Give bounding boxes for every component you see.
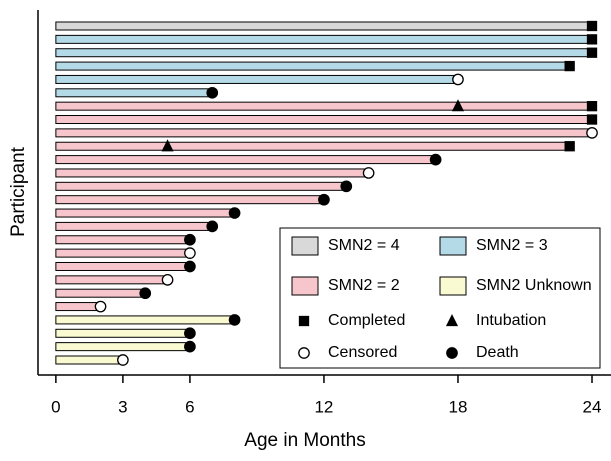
outcome-marker: [586, 127, 598, 139]
outcome-marker: [340, 180, 353, 193]
bar: [55, 74, 459, 84]
bar: [55, 115, 593, 125]
legend-label: Censored: [328, 344, 397, 361]
outcome-marker: [586, 114, 598, 125]
legend-label: Intubation: [476, 312, 546, 329]
outcome-marker: [139, 287, 152, 300]
bar: [55, 61, 571, 71]
outcome-marker: [228, 207, 241, 219]
legend-label: Death: [476, 344, 519, 361]
bar: [55, 342, 191, 352]
legend-label: SMN2 = 2: [328, 277, 400, 294]
bar: [55, 248, 191, 258]
x-tick-label: 6: [185, 397, 194, 416]
bar: [55, 328, 191, 338]
bar: [55, 221, 213, 231]
bar: [55, 48, 593, 58]
bar: [55, 101, 593, 111]
bar: [55, 208, 236, 218]
intubation-marker: [451, 99, 465, 112]
bar: [55, 288, 146, 298]
legend-swatch: [291, 236, 319, 256]
legend-marker: [446, 347, 458, 359]
bar: [55, 21, 593, 31]
bar: [55, 155, 437, 165]
outcome-marker: [184, 247, 196, 259]
legend-swatch: [291, 276, 319, 296]
bar: [55, 235, 191, 245]
outcome-marker: [586, 47, 598, 58]
bar: [55, 195, 325, 205]
outcome-marker: [94, 300, 107, 313]
outcome-marker: [117, 354, 129, 366]
outcome-marker: [586, 101, 598, 112]
legend-label: SMN2 = 4: [328, 237, 400, 254]
outcome-marker: [564, 141, 575, 152]
outcome-marker: [586, 34, 598, 45]
intubation-marker: [161, 139, 174, 152]
legend-marker: [445, 314, 459, 327]
bar: [55, 88, 213, 98]
legend-marker: [298, 347, 310, 359]
bar: [55, 34, 593, 44]
x-tick-label: 3: [118, 397, 127, 416]
outcome-marker: [184, 340, 196, 353]
x-tick-label: 18: [449, 397, 468, 416]
y-axis-label: Participant: [8, 146, 29, 236]
bar: [55, 261, 191, 271]
outcome-marker: [586, 20, 598, 32]
bar: [55, 141, 571, 151]
outcome-marker: [184, 260, 196, 273]
outcome-marker: [206, 86, 219, 99]
x-tick-label: 12: [314, 397, 333, 416]
outcome-marker: [206, 220, 219, 233]
outcome-marker: [318, 193, 330, 206]
x-axis-label: Age in Months: [244, 430, 365, 451]
outcome-marker: [564, 60, 575, 72]
legend-label: SMN2 Unknown: [476, 277, 592, 294]
legend-marker: [298, 315, 310, 327]
outcome-marker: [184, 327, 196, 340]
x-tick-label: 0: [51, 397, 60, 416]
outcome-marker: [362, 167, 375, 179]
bar: [55, 275, 169, 285]
legend-label: Completed: [328, 312, 405, 329]
x-tick-label: 24: [583, 397, 602, 416]
bar: [55, 302, 102, 312]
outcome-marker: [161, 273, 174, 286]
legend-label: SMN2 = 3: [476, 237, 548, 254]
outcome-marker: [452, 73, 464, 86]
outcome-marker: [228, 314, 241, 326]
legend-swatch: [439, 276, 467, 296]
bar: [55, 128, 593, 138]
bar: [55, 315, 236, 325]
outcome-marker: [429, 153, 442, 166]
outcome-marker: [184, 233, 196, 246]
bar: [55, 168, 370, 178]
legend-swatch: [439, 236, 467, 256]
bar: [55, 181, 347, 191]
bar: [55, 355, 124, 365]
